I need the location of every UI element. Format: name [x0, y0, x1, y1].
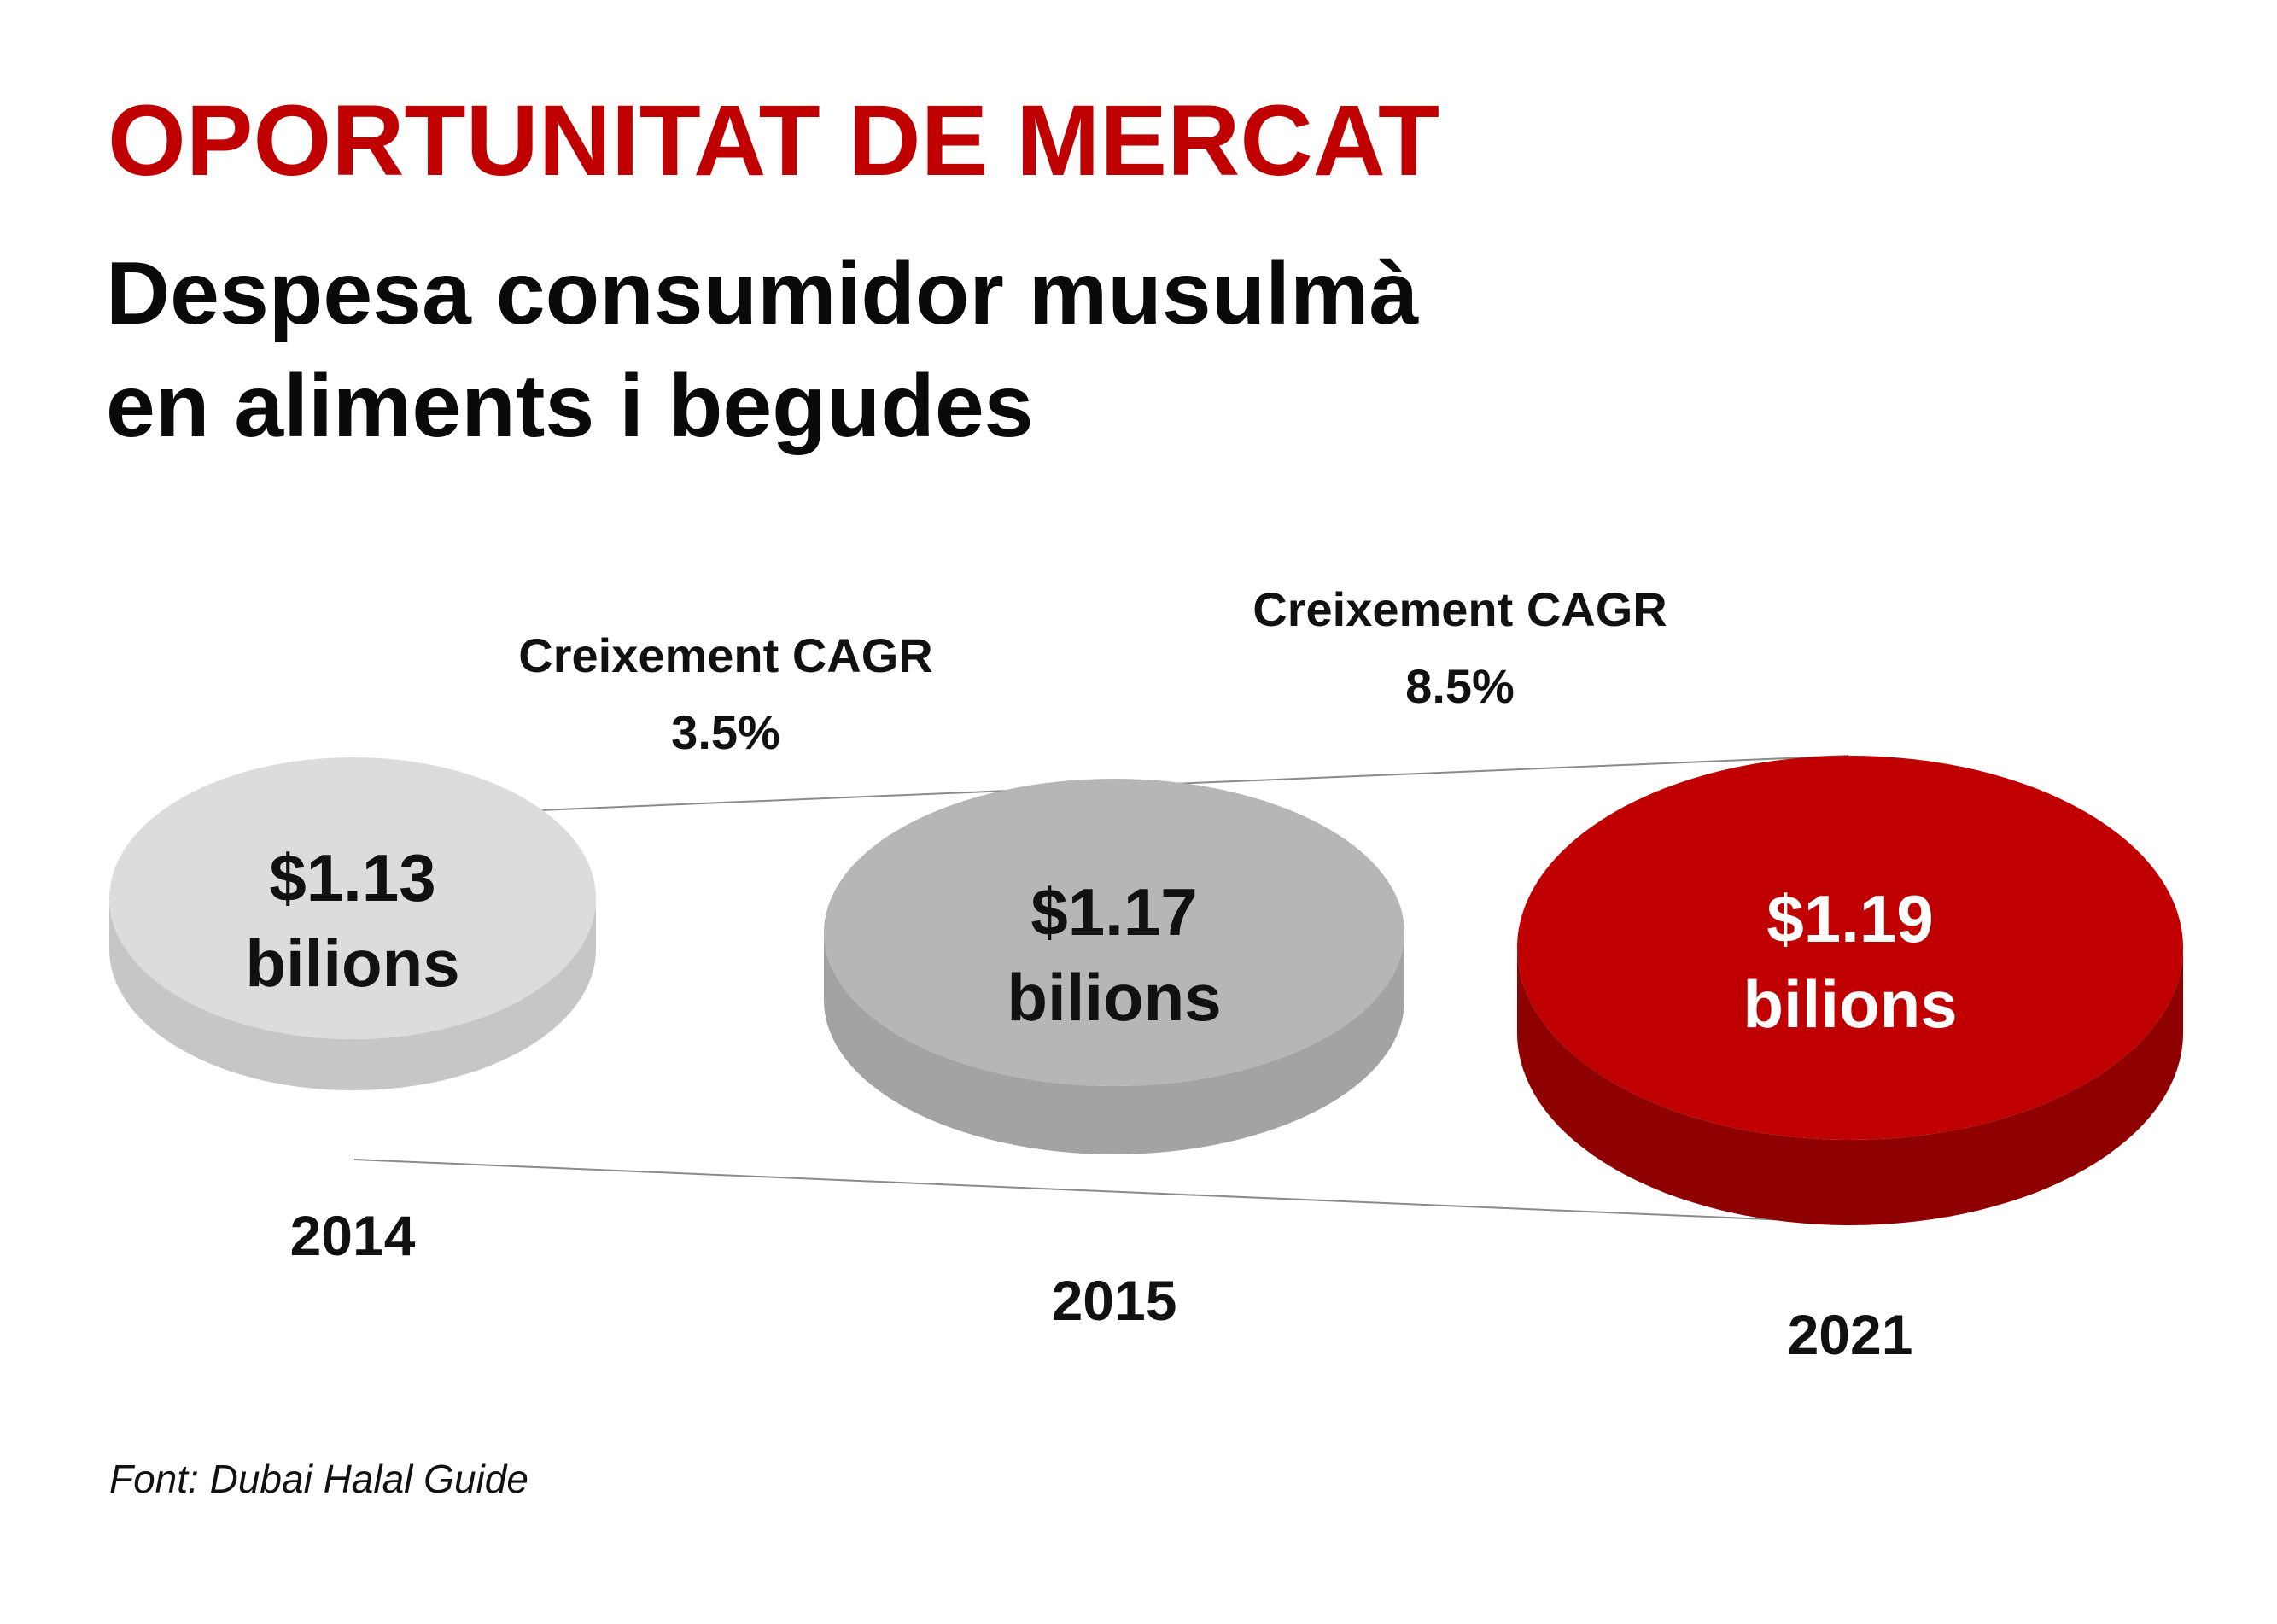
disc-2014-side: [109, 898, 596, 1090]
cagr-label-1: Creixement CAGR: [518, 628, 932, 682]
chart-subtitle: Despesa consumidor musulmà en aliments i…: [106, 237, 1984, 463]
subtitle-line-2: en aliments i begudes: [106, 357, 1034, 456]
cagr-annotation-1: Creixement CAGR 3.5%: [518, 628, 932, 759]
year-label-2021: 2021: [1788, 1303, 1913, 1366]
unit-label-2021: bilions: [1743, 967, 1957, 1042]
disc-2014-top: [109, 757, 596, 1039]
disc-2015-top: [824, 779, 1404, 1086]
unit-label-2015: bilions: [1007, 960, 1221, 1035]
connector-bottom-line: [353, 1159, 1849, 1224]
disc-2015: $1.17 bilions 2015: [824, 779, 1404, 1332]
disc-2021-top: [1517, 756, 2183, 1140]
chart-title: OPORTUNITAT DE MERCAT: [108, 85, 1440, 197]
disc-2021: $1.19 bilions 2021: [1517, 756, 2183, 1366]
cagr-value-1: 3.5%: [671, 705, 780, 759]
value-label-2015: $1.17: [1030, 874, 1197, 949]
value-label-2014: $1.13: [269, 840, 435, 915]
value-label-2021: $1.19: [1766, 881, 1933, 956]
cagr-label-2: Creixement CAGR: [1252, 582, 1667, 636]
disc-2015-side: [824, 932, 1404, 1154]
source-note: Font: Dubai Halal Guide: [109, 1457, 528, 1501]
disc-2014: $1.13 bilions 2014: [109, 757, 596, 1267]
subtitle-line-1: Despesa consumidor musulmà: [106, 244, 1419, 343]
year-label-2014: 2014: [290, 1204, 416, 1267]
unit-label-2014: bilions: [245, 926, 459, 1001]
disc-2021-side: [1517, 948, 2183, 1225]
cagr-value-2: 8.5%: [1405, 659, 1515, 713]
cagr-annotation-2: Creixement CAGR 8.5%: [1252, 582, 1667, 713]
year-label-2015: 2015: [1052, 1269, 1177, 1332]
